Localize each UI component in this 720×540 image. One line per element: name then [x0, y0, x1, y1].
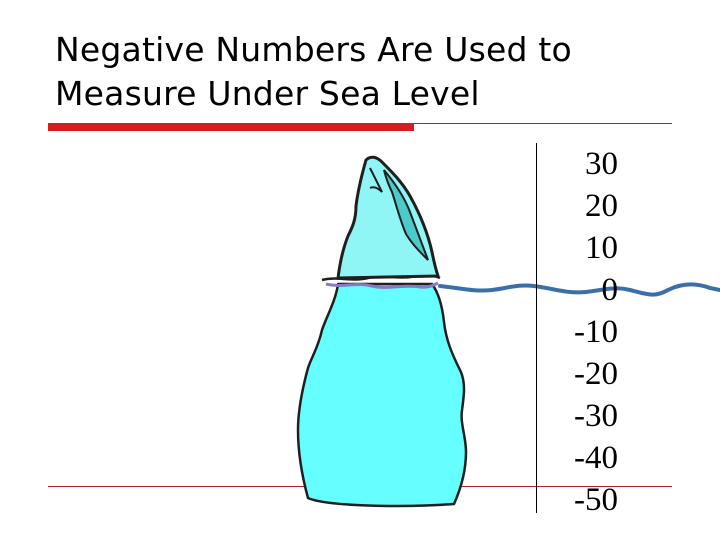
iceberg-shaded-facet [383, 169, 429, 261]
scale-label-neg40: -40 [574, 440, 618, 476]
iceberg-above-water [336, 155, 440, 280]
scale-label-20: 20 [585, 188, 618, 224]
scale-label-30: 30 [585, 146, 618, 182]
depth-scale-axis [536, 143, 537, 513]
scale-label-neg10: -10 [574, 314, 618, 350]
scale-label-0: 0 [601, 272, 619, 308]
scale-label-neg50: -50 [574, 482, 618, 518]
scale-label-neg30: -30 [574, 398, 618, 434]
title-accent-bar [48, 123, 414, 131]
sea-level-wave [438, 282, 720, 297]
iceberg-waterline-shadow [325, 281, 439, 289]
slide-title-line-2: Measure Under Sea Level [55, 74, 480, 113]
slide-title-line-1: Negative Numbers Are Used to [55, 30, 572, 69]
iceberg-peak-detail [369, 167, 383, 193]
iceberg-underwater [296, 282, 468, 508]
slide-title: Negative Numbers Are Used to Measure Und… [55, 28, 695, 116]
scale-label-neg20: -20 [574, 356, 618, 392]
scale-label-10: 10 [585, 230, 618, 266]
